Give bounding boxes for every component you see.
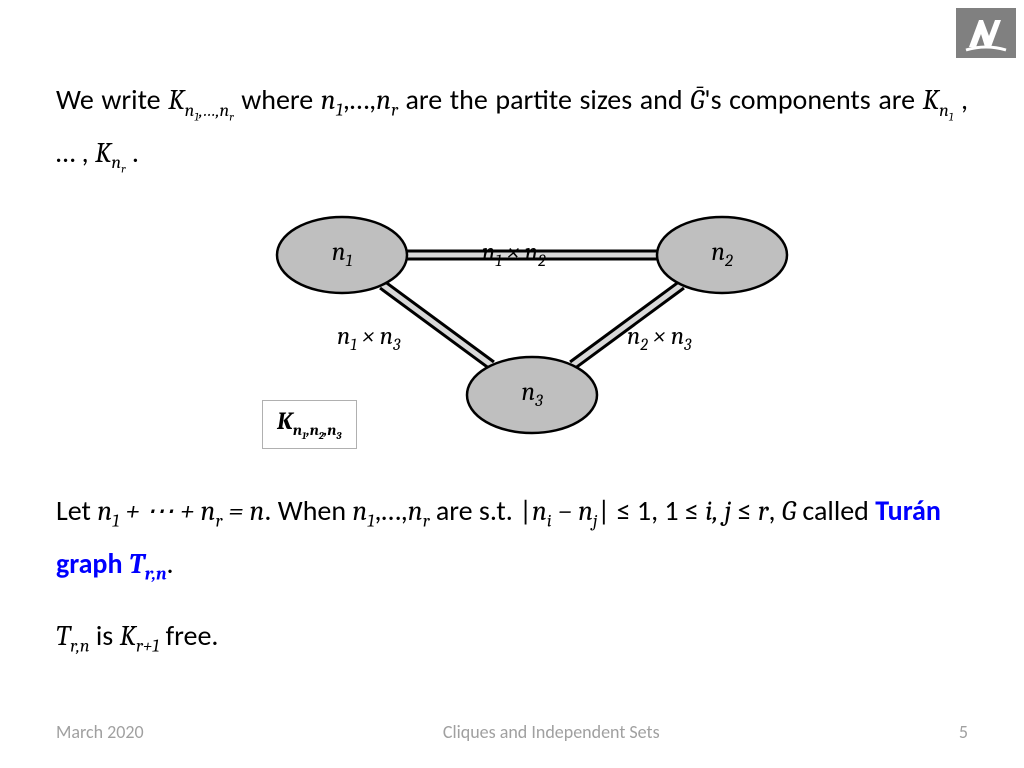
slide-content: We write Kn1,…,nr where n1,…,nr are the … bbox=[56, 75, 968, 663]
footer-title: Cliques and Independent Sets bbox=[443, 721, 660, 743]
paragraph-1: We write Kn1,…,nr where n1,…,nr are the … bbox=[56, 75, 968, 180]
paragraph-2: Let n1 + ⋯ + nr = n. When n1,…,nr are s.… bbox=[56, 485, 968, 592]
slide-footer: March 2020 Cliques and Independent Sets … bbox=[56, 721, 968, 743]
footer-page-number: 5 bbox=[959, 721, 968, 743]
node-label: n3 bbox=[507, 377, 557, 411]
institution-logo bbox=[956, 8, 1016, 58]
node-label: n1 bbox=[317, 237, 367, 271]
multipartite-diagram: Kn1,n2,n3 n1 × n2 n1 × n3 n2 × n3 n1 n2 n3 bbox=[232, 200, 792, 460]
paragraph-3: Tr,n is Kr+1 free. bbox=[56, 610, 968, 663]
k-notation-box: Kn1,n2,n3 bbox=[262, 400, 357, 449]
footer-date: March 2020 bbox=[56, 721, 144, 743]
edge-label: n1 × n2 bbox=[482, 238, 546, 271]
node-label: n2 bbox=[697, 237, 747, 271]
edge-label: n2 × n3 bbox=[627, 322, 691, 355]
edge-label: n1 × n3 bbox=[337, 322, 400, 355]
diagram-container: Kn1,n2,n3 n1 × n2 n1 × n3 n2 × n3 n1 n2 n3 bbox=[56, 200, 968, 460]
